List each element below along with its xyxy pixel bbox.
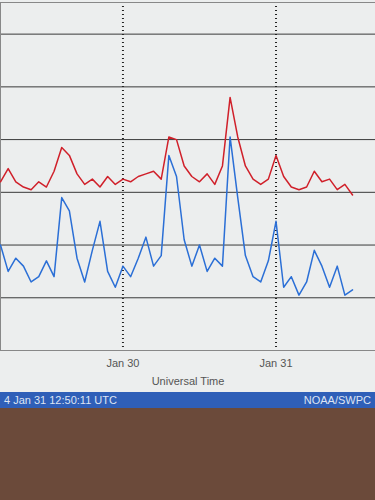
svg-text:Universal Time: Universal Time [152,375,225,387]
svg-text:Jan 30: Jan 30 [106,357,139,369]
svg-text:Jan 31: Jan 31 [259,357,292,369]
html-text:NOAA/SWPC: NOAA/SWPC [303,394,371,406]
html-text:4 Jan 31 12:50:11 UTC: 4 Jan 31 12:50:11 UTC [4,394,117,406]
